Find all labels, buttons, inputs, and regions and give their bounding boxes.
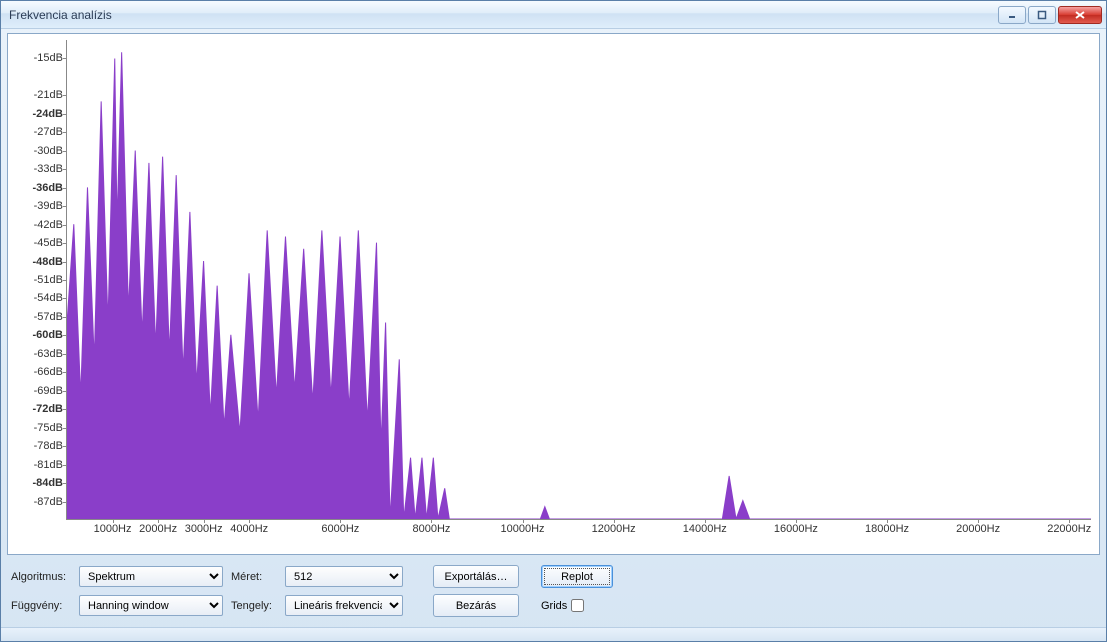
y-tick-label: -63dB bbox=[34, 348, 67, 360]
y-tick-label: -30dB bbox=[34, 145, 67, 157]
y-tick-label: -57dB bbox=[34, 311, 67, 323]
y-tick-label: -87dB bbox=[34, 496, 67, 508]
plot-area: -15dB-21dB-24dB-27dB-30dB-33dB-36dB-39dB… bbox=[66, 40, 1091, 520]
statusbar bbox=[1, 627, 1106, 641]
y-tick-label: -36dB bbox=[32, 182, 67, 194]
function-label: Függvény: bbox=[11, 600, 71, 612]
titlebar[interactable]: Frekvencia analízis bbox=[1, 1, 1106, 29]
grids-checkbox[interactable] bbox=[571, 599, 584, 612]
size-select[interactable]: 512 bbox=[285, 566, 403, 587]
y-tick-label: -15dB bbox=[34, 52, 67, 64]
y-tick-label: -42dB bbox=[34, 219, 67, 231]
y-tick-label: -60dB bbox=[32, 329, 67, 341]
algorithm-select[interactable]: Spektrum bbox=[79, 566, 223, 587]
y-tick-label: -45dB bbox=[34, 237, 67, 249]
controls-row-1: Algoritmus: Spektrum Méret: 512 Exportál… bbox=[11, 565, 1096, 588]
size-label: Méret: bbox=[231, 571, 277, 583]
close-window-button[interactable] bbox=[1058, 6, 1102, 24]
window-controls bbox=[998, 6, 1102, 24]
axis-select[interactable]: Lineáris frekvencia bbox=[285, 595, 403, 616]
y-tick-label: -39dB bbox=[34, 200, 67, 212]
y-tick-label: -51dB bbox=[34, 274, 67, 286]
algorithm-label: Algoritmus: bbox=[11, 571, 71, 583]
y-tick-label: -75dB bbox=[34, 422, 67, 434]
maximize-button[interactable] bbox=[1028, 6, 1056, 24]
y-tick-label: -54dB bbox=[34, 292, 67, 304]
y-tick-label: -78dB bbox=[34, 440, 67, 452]
y-tick-label: -84dB bbox=[32, 477, 67, 489]
y-tick-label: -66dB bbox=[34, 366, 67, 378]
y-tick-label: -81dB bbox=[34, 459, 67, 471]
minimize-button[interactable] bbox=[998, 6, 1026, 24]
close-button[interactable]: Bezárás bbox=[433, 594, 519, 617]
y-tick-label: -48dB bbox=[32, 256, 67, 268]
y-tick-label: -69dB bbox=[34, 385, 67, 397]
y-tick-label: -72dB bbox=[32, 403, 67, 415]
grids-checkbox-group[interactable]: Grids bbox=[541, 599, 584, 612]
minimize-icon bbox=[1007, 10, 1017, 20]
axis-label: Tengely: bbox=[231, 600, 277, 612]
spectrum-chart bbox=[67, 40, 1091, 519]
function-select[interactable]: Hanning window bbox=[79, 595, 223, 616]
y-tick-label: -33dB bbox=[34, 163, 67, 175]
content-area: -15dB -21dB -24dB -27dB -30dB -33dB -36dB -39dB… bbox=[1, 29, 1106, 627]
window-title: Frekvencia analízis bbox=[9, 8, 998, 22]
controls-row-2: Függvény: Hanning window Tengely: Lineár… bbox=[11, 594, 1096, 617]
maximize-icon bbox=[1037, 10, 1047, 20]
export-button[interactable]: Exportálás… bbox=[433, 565, 519, 588]
y-tick-label: -21dB bbox=[34, 89, 67, 101]
plot-frame: -15dB -21dB -24dB -27dB -30dB -33dB -36dB -39dB… bbox=[7, 33, 1100, 555]
y-tick-label: -27dB bbox=[34, 126, 67, 138]
window-frame: Frekvencia analízis -15dB -21dB -24dB -27dB… bbox=[0, 0, 1107, 642]
y-tick-label: -24dB bbox=[32, 108, 67, 120]
close-icon bbox=[1074, 10, 1086, 20]
grids-label: Grids bbox=[541, 600, 567, 612]
replot-button[interactable]: Replot bbox=[541, 565, 613, 588]
controls-panel: Algoritmus: Spektrum Méret: 512 Exportál… bbox=[7, 555, 1100, 621]
